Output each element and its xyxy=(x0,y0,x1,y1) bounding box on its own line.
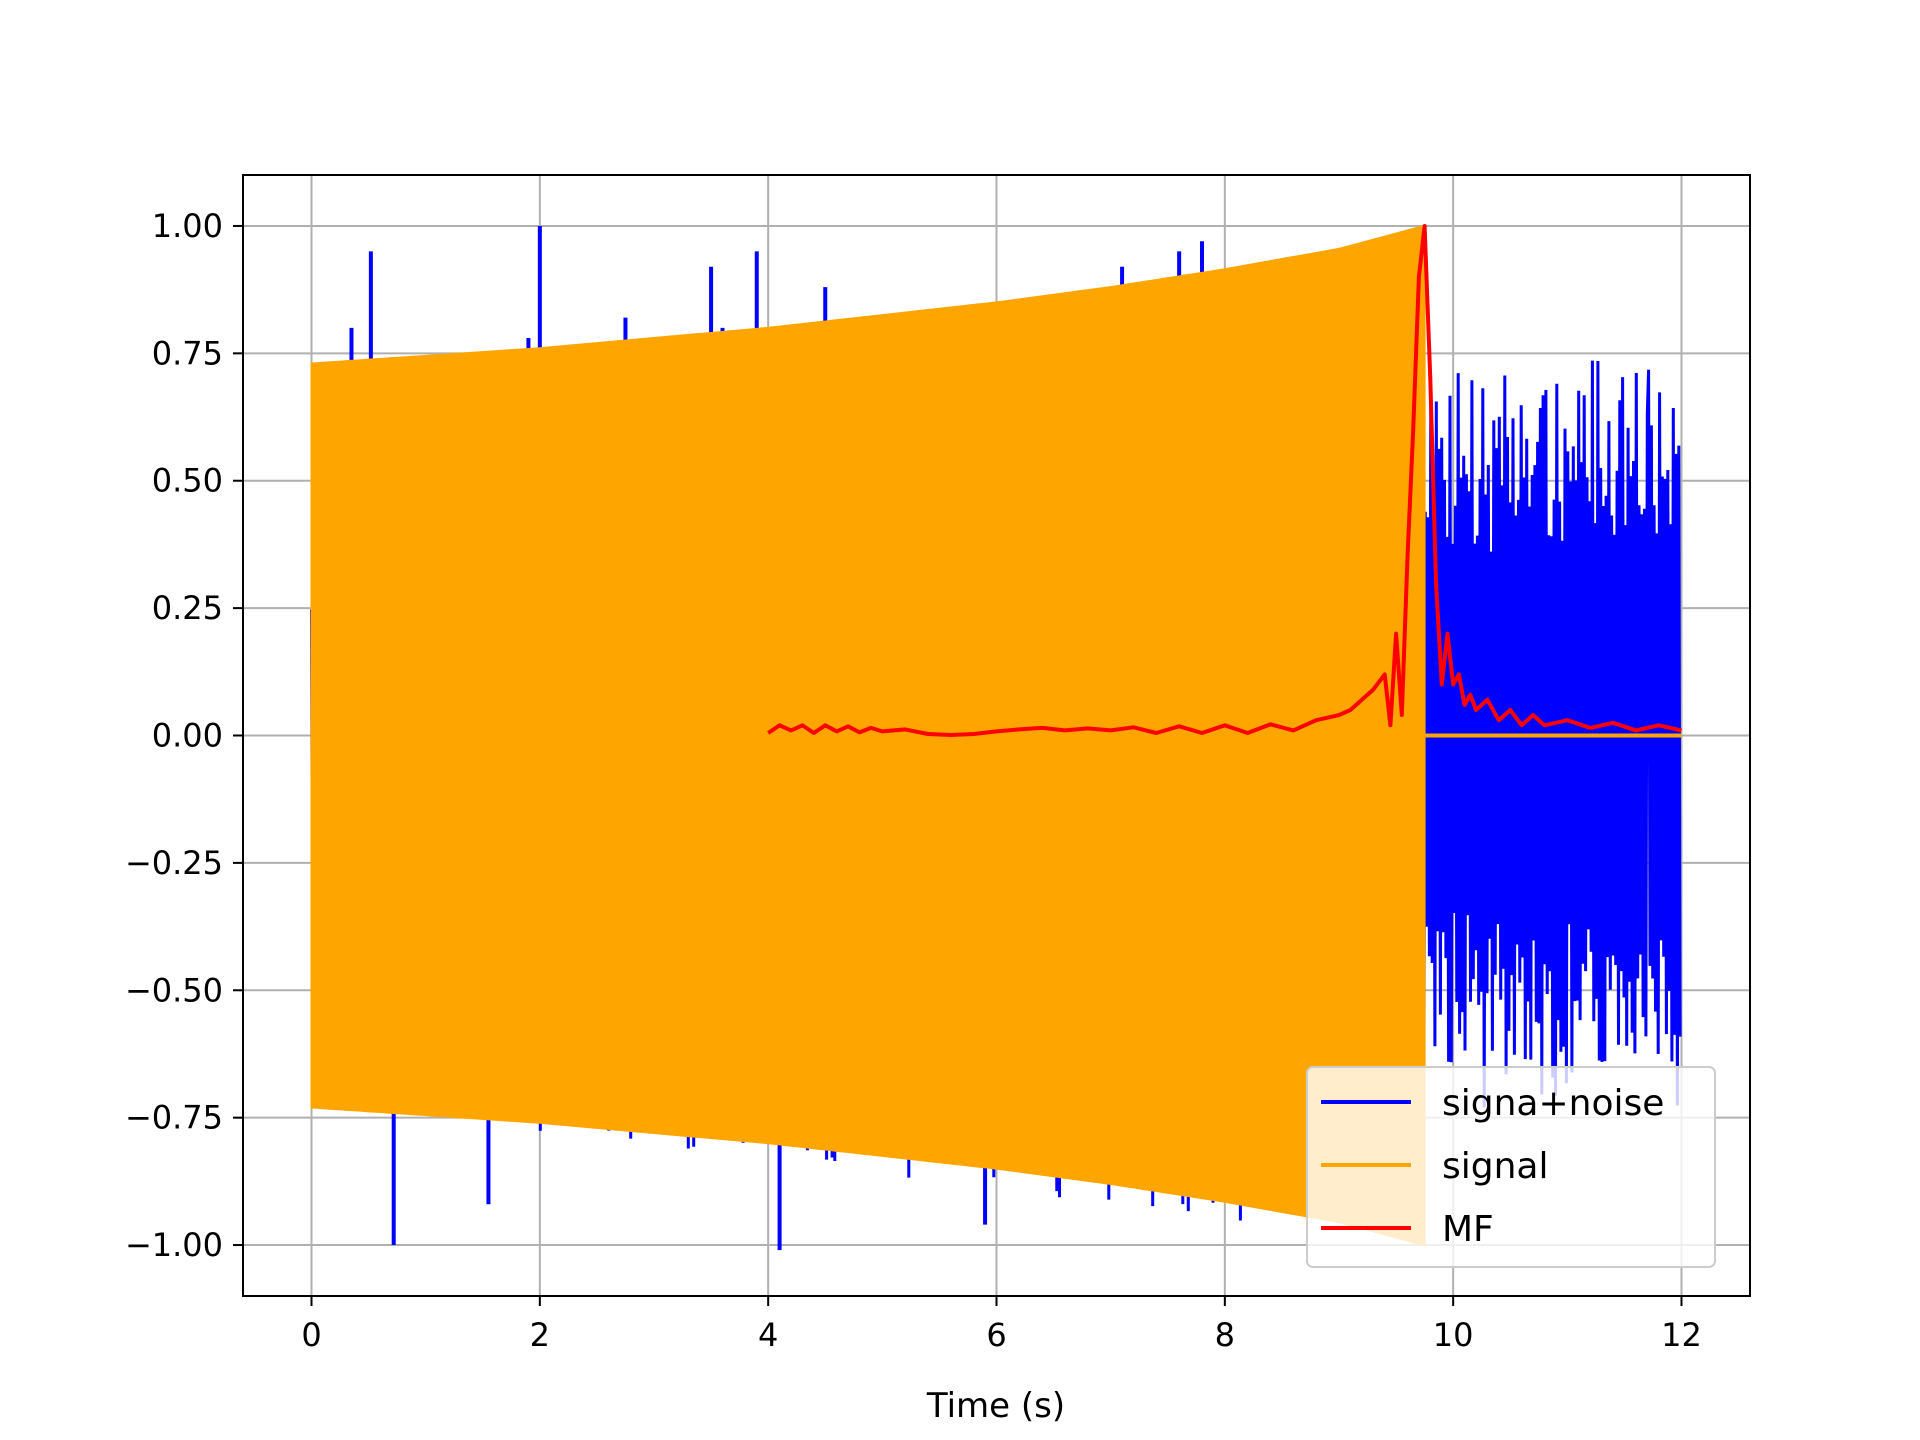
legend-box xyxy=(1306,1066,1716,1268)
y-tick-label: 0.50 xyxy=(152,462,223,500)
x-tick-label: 4 xyxy=(758,1316,778,1354)
y-tick-label: 0.00 xyxy=(152,717,223,755)
x-tick-label: 0 xyxy=(301,1316,321,1354)
x-tick-label: 10 xyxy=(1433,1316,1474,1354)
y-tick-label: 0.75 xyxy=(152,334,223,372)
axis-ticks: 0 2 4 6 8 10 12 1.00 0.75 0.50 0.25 0.00 −0.25 −0.50 −… xyxy=(125,207,1702,1354)
y-tick-label: −0.25 xyxy=(125,844,223,882)
x-axis-title: Time (s) xyxy=(926,1386,1065,1426)
plot-series xyxy=(310,224,1682,1251)
y-tick-label: −0.75 xyxy=(125,1099,223,1137)
legend-label: signa+noise xyxy=(1442,1083,1664,1124)
y-tick-label: −1.00 xyxy=(125,1226,223,1264)
x-tick-label: 8 xyxy=(1215,1316,1235,1354)
y-tick-label: −0.50 xyxy=(125,971,223,1009)
x-tick-label: 6 xyxy=(986,1316,1006,1354)
legend: signa+noise signal MF xyxy=(1306,1066,1716,1268)
series-mf-line xyxy=(767,224,1682,737)
legend-label: signal xyxy=(1442,1146,1549,1187)
y-tick-label: 1.00 xyxy=(152,207,223,245)
series-signal-band xyxy=(310,224,1426,1247)
legend-label: MF xyxy=(1442,1209,1494,1250)
x-tick-label: 12 xyxy=(1661,1316,1702,1354)
x-tick-label: 2 xyxy=(530,1316,550,1354)
y-tick-label: 0.25 xyxy=(152,589,223,627)
